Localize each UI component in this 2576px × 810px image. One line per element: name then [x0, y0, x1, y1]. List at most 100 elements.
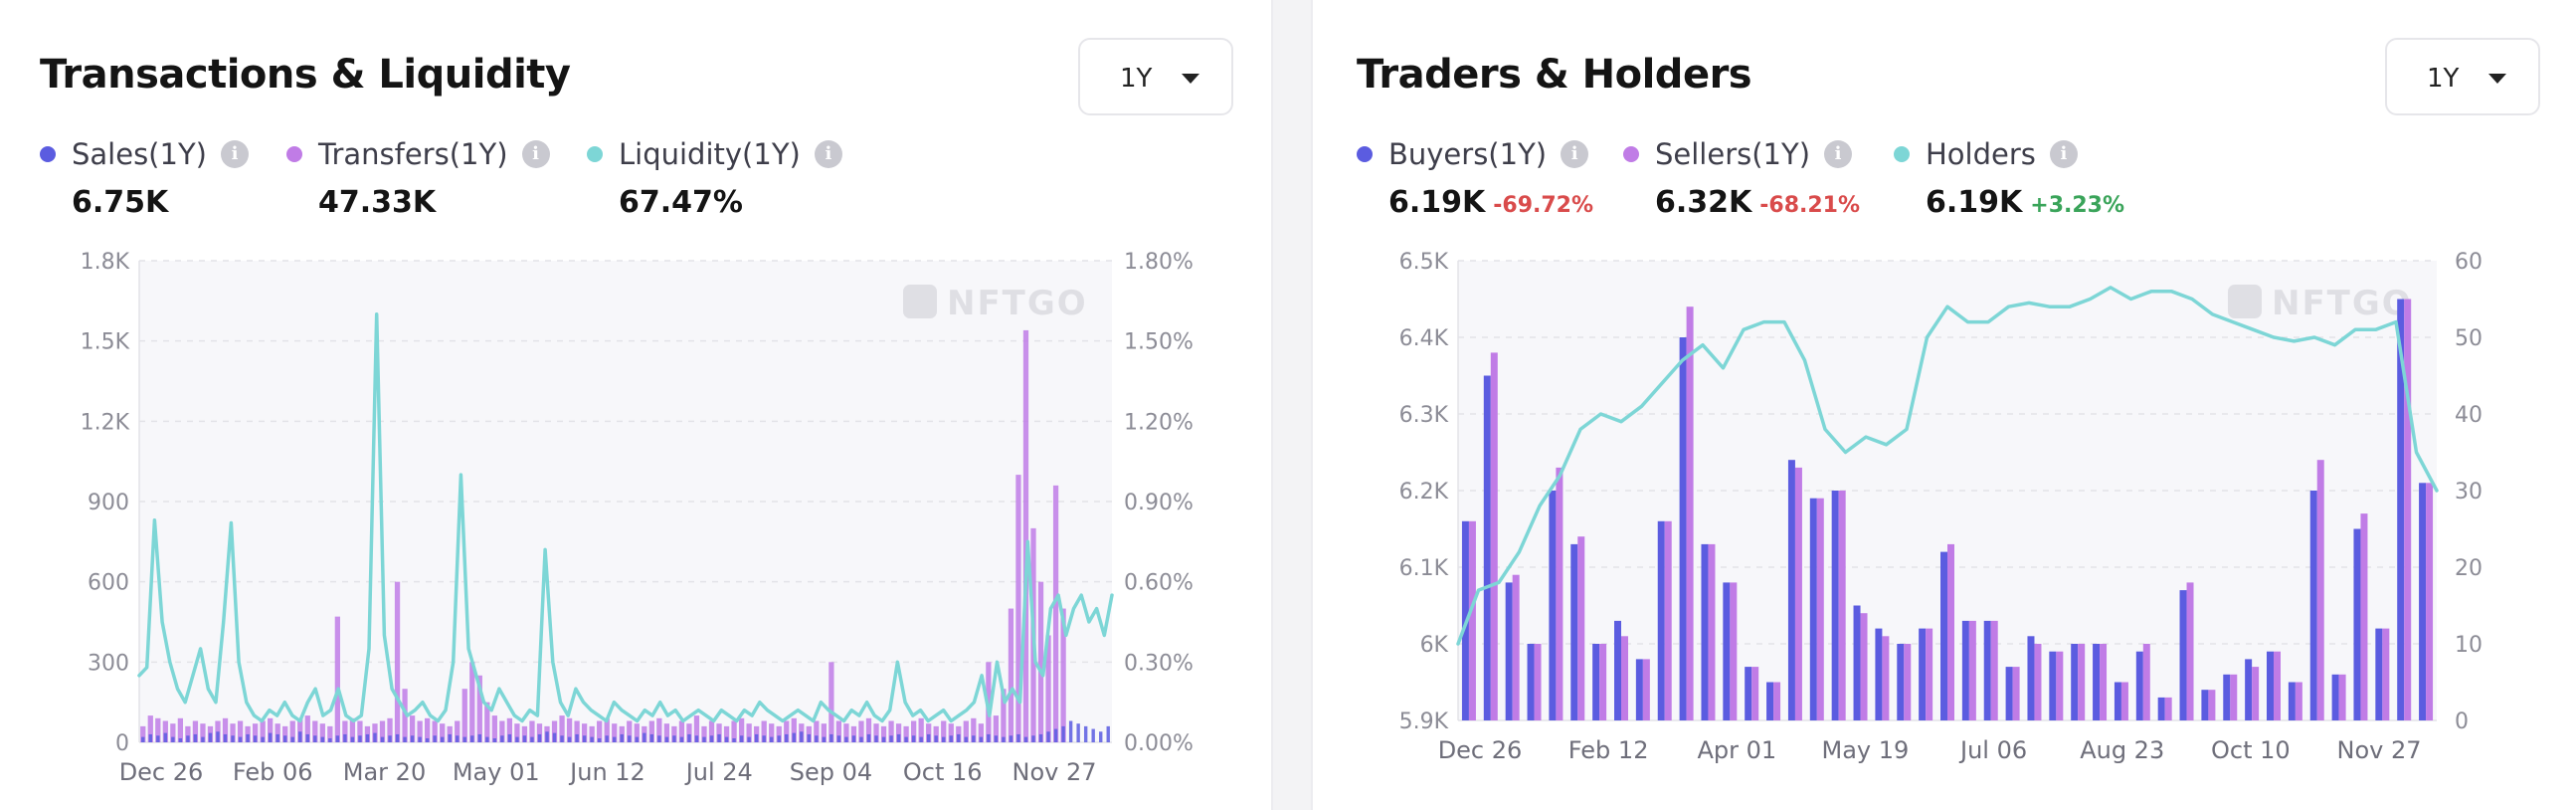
- legend-value-number: 6.19K: [1926, 185, 2023, 220]
- transfers-bar: [566, 717, 573, 742]
- transfers-bar: [551, 720, 558, 742]
- sellers-bar: [2426, 483, 2434, 720]
- transfers-bar: [648, 720, 654, 742]
- info-icon[interactable]: i: [1824, 140, 1853, 168]
- y-tick-label-right: 0: [2455, 709, 2469, 734]
- sales-bar: [964, 736, 968, 742]
- sellers-bar: [2316, 460, 2324, 720]
- transfers-bar: [708, 720, 715, 742]
- y-tick-label-left: 6.5K: [1399, 250, 1449, 275]
- period-select[interactable]: 1Y: [1078, 38, 1233, 115]
- y-tick-label-left: 6.1K: [1399, 556, 1449, 581]
- transfers-bar: [260, 720, 266, 742]
- transfers-bar: [469, 662, 475, 742]
- info-icon[interactable]: i: [2049, 140, 2078, 168]
- buyers-bar: [1853, 605, 1861, 720]
- legend-item-transfers[interactable]: Transfers(1Y) i 47.33K: [286, 137, 550, 220]
- sellers-bar: [2142, 644, 2150, 720]
- sales-bar: [709, 735, 714, 742]
- transfers-bar: [1037, 581, 1044, 742]
- legend-value: 47.33K: [318, 185, 437, 220]
- sales-bar: [605, 735, 609, 742]
- sales-bar: [643, 732, 646, 742]
- x-tick-label: Dec 26: [119, 758, 204, 786]
- buyers-bar: [2157, 697, 2165, 720]
- transfers-bar: [993, 715, 1000, 742]
- legend-item-buyers[interactable]: Buyers(1Y) i 6.19K -69.72%: [1357, 137, 1593, 220]
- legend-value: 67.47%: [619, 185, 743, 220]
- transfers-bar: [417, 720, 423, 742]
- y-tick-label-left: 300: [88, 651, 129, 676]
- sellers-bar: [1968, 620, 1976, 720]
- sellers-bar: [1751, 667, 1759, 720]
- sales-bar: [762, 735, 766, 742]
- y-tick-label-right: 60: [2455, 250, 2483, 275]
- sales-bar: [470, 735, 474, 742]
- sales-bar: [575, 733, 579, 742]
- info-icon[interactable]: i: [220, 140, 249, 168]
- transfers-bar: [162, 720, 168, 742]
- sales-bar: [335, 735, 340, 742]
- buyers-bar: [2397, 299, 2405, 720]
- buyers-bar: [1701, 543, 1709, 720]
- sales-bar: [485, 736, 489, 742]
- transfers-bar: [425, 717, 431, 742]
- transfers-bar: [1015, 475, 1021, 742]
- legend-item-liquidity[interactable]: Liquidity(1Y) i 67.47%: [587, 137, 842, 220]
- buyers-bar: [2223, 674, 2231, 720]
- info-icon[interactable]: i: [1561, 140, 1589, 168]
- transfers-bar: [342, 720, 348, 742]
- legend-item-sellers[interactable]: Sellers(1Y) i 6.32K -68.21%: [1623, 137, 1860, 220]
- y-tick-label-left: 1.5K: [81, 330, 130, 355]
- nftgo-watermark-logo: NFTGO: [903, 284, 1086, 323]
- transfers-bar: [1045, 635, 1051, 742]
- sales-bar: [418, 736, 422, 742]
- sales-bar: [462, 736, 466, 742]
- sales-bar: [365, 733, 370, 742]
- buyers-bar: [2309, 491, 2317, 720]
- legend-label: Transfers(1Y): [318, 137, 508, 171]
- transfers-bar: [589, 725, 595, 742]
- sales-bar: [904, 736, 908, 742]
- sales-bar: [410, 735, 415, 742]
- info-icon[interactable]: i: [814, 140, 842, 168]
- transfers-bar: [858, 720, 864, 742]
- traders-holders-chart[interactable]: 5.9K 0 6K 10 6.1K 20 6.2K 30 6.3K 40 6.4K 50 6.5K 60 N…: [1313, 239, 2546, 796]
- traders-holders-card: Traders & Holders 1Y Buyers(1Y) i 6.19K -…: [1311, 0, 2576, 810]
- y-tick-label-right: 1.80%: [1124, 250, 1194, 275]
- legend-label: Buyers(1Y): [1388, 137, 1548, 171]
- transfers-bar: [903, 725, 909, 742]
- transactions-liquidity-chart[interactable]: 0 0.00% 300 0.30% 600 0.60% 900 0.90% 1.2K 1.20% 1…: [0, 239, 1233, 796]
- sales-bar: [770, 736, 774, 742]
- y-tick-label-left: 6.3K: [1399, 403, 1449, 428]
- transfers-bar: [716, 723, 722, 742]
- legend-item-sales[interactable]: Sales(1Y) i 6.75K: [40, 137, 249, 220]
- buyers-bar: [2201, 690, 2209, 720]
- period-select[interactable]: 1Y: [2385, 38, 2540, 115]
- sellers-bar: [1838, 491, 1846, 720]
- sales-bar: [613, 736, 617, 742]
- sellers-bar: [2034, 644, 2042, 720]
- sales-bar: [380, 736, 385, 742]
- buyers-bar: [1831, 491, 1839, 720]
- info-icon[interactable]: i: [521, 140, 550, 168]
- legend-label: Holders: [1926, 137, 2036, 171]
- transfers-bar: [476, 675, 482, 742]
- transfers-bar: [627, 720, 633, 742]
- sales-bar: [373, 732, 377, 742]
- sales-bar: [305, 733, 309, 742]
- buyers-bar: [1766, 682, 1774, 720]
- y-tick-label-right: 30: [2455, 480, 2483, 505]
- sellers-bar: [1577, 536, 1585, 720]
- legend-label: Liquidity(1Y): [619, 137, 801, 171]
- sales-bar: [792, 732, 796, 742]
- transfers-bar: [776, 725, 782, 742]
- legend-item-holders[interactable]: Holders i 6.19K +3.23%: [1894, 137, 2124, 220]
- sales-bar: [717, 733, 721, 742]
- chevron-down-icon: [1182, 74, 1199, 84]
- buyers-bar: [1505, 582, 1513, 720]
- transfers-bar: [873, 723, 879, 742]
- plot-area: [139, 261, 1112, 742]
- sales-bar: [298, 731, 302, 742]
